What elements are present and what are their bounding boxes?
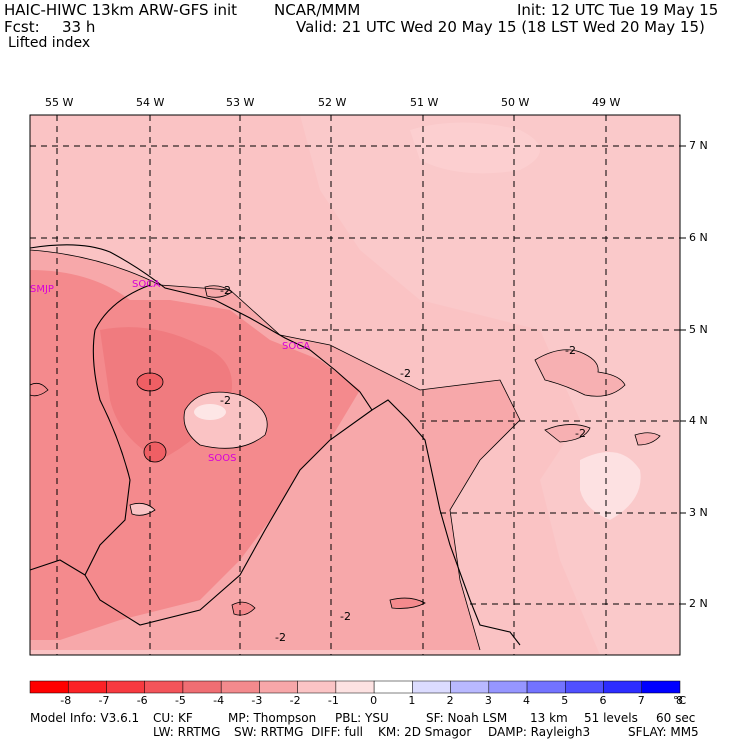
colorbar-tick-label: 4: [523, 694, 531, 707]
footer-mp: MP: Thompson: [228, 711, 317, 725]
footer-resolution: 13 km: [530, 711, 568, 725]
footer-km: KM: 2D Smagor: [378, 725, 472, 739]
colorbar-tick-label: 5: [561, 694, 569, 707]
model-title: HAIC-HIWC 13km ARW-GFS init: [4, 1, 238, 19]
forecast-hour: 33 h: [62, 18, 96, 36]
footer-damp: DAMP: Rayleigh3: [488, 725, 591, 739]
colorbar-swatch: [373, 680, 413, 694]
contour-label: -2: [275, 631, 286, 644]
station-label-soca-1: SOCA: [132, 279, 160, 290]
station-label-smjp: SMJP: [30, 284, 54, 295]
contour-label: -2: [565, 344, 576, 357]
lat-label: 2 N: [689, 597, 708, 610]
footer-lw: LW: RRTMG: [153, 725, 221, 739]
footer-sflay: SFLAY: MM5: [628, 725, 699, 739]
org-label: NCAR/MMM: [274, 1, 361, 19]
contour-label: -2: [575, 427, 586, 440]
colorbar-swatch: [488, 680, 528, 694]
footer-diff: DIFF: full: [311, 725, 364, 739]
map-frame: [29, 114, 681, 656]
colorbar-tick-label: 0: [370, 694, 378, 707]
contour-label: -2: [220, 394, 231, 407]
colorbar-swatch: [450, 680, 490, 694]
footer-timestep: 60 sec: [656, 711, 696, 725]
colorbar-swatch: [220, 680, 260, 694]
colorbar-swatch: [297, 680, 337, 694]
field-name: Lifted index: [8, 35, 91, 51]
colorbar-swatch: [412, 680, 451, 694]
colorbar-tick-label: 6: [599, 694, 607, 707]
colorbar-swatch: [565, 680, 604, 694]
lat-label: 5 N: [689, 323, 708, 336]
colorbar-tick-label: 8: [676, 694, 683, 707]
li-minimum-spot: [143, 441, 167, 463]
lon-label: 51 W: [410, 96, 439, 109]
forecast-label: Fcst:: [4, 18, 40, 36]
colorbar-tick-label: -3: [251, 694, 263, 707]
weak-li-area: [580, 452, 641, 520]
lon-label: 55 W: [45, 96, 74, 109]
footer-cu: CU: KF: [153, 711, 193, 725]
colorbar-tick-label: 3: [484, 694, 492, 707]
lat-label: 3 N: [689, 506, 708, 519]
footer-sw: SW: RRTMG: [234, 725, 304, 739]
contour-label: -2: [340, 610, 351, 623]
colorbar-tick-label: -2: [289, 694, 301, 707]
colorbar-swatch: [67, 680, 107, 694]
valid-time: Valid: 21 UTC Wed 20 May 15 (18 LST Wed …: [296, 18, 705, 36]
contour-label: -2: [220, 284, 231, 297]
footer-pbl: PBL: YSU: [335, 711, 389, 725]
colorbar-swatch: [335, 680, 375, 694]
lon-label: 53 W: [226, 96, 255, 109]
lon-label: 50 W: [501, 96, 530, 109]
footer-model-info: Model Info: V3.6.1: [30, 711, 140, 725]
colorbar-swatch: [603, 680, 643, 694]
colorbar-swatch: [106, 680, 145, 694]
footer-levels: 51 levels: [584, 711, 638, 725]
lon-label: 49 W: [592, 96, 621, 109]
colorbar-tick-label: -7: [98, 694, 110, 707]
colorbar-tick-label: -6: [136, 694, 148, 707]
lat-lon-grid: [30, 115, 680, 655]
station-label-soca-2: SOCA: [282, 341, 310, 352]
colorbar-tick-label: -4: [213, 694, 225, 707]
colorbar-tick-label: -1: [327, 694, 339, 707]
colorbar-swatch: [641, 680, 681, 694]
border-line: [84, 284, 373, 626]
lat-label: 4 N: [689, 414, 708, 427]
colorbar-swatch: [144, 680, 184, 694]
lat-label: 7 N: [689, 139, 708, 152]
colorbar-swatch: [259, 680, 298, 694]
colorbar: [29, 680, 681, 694]
colorbar-tick-label: -8: [60, 694, 72, 707]
colorbar-tick-label: 1: [408, 694, 416, 707]
colorbar-swatch: [526, 680, 566, 694]
lon-label: 52 W: [318, 96, 347, 109]
station-label-soos: SOOS: [208, 453, 236, 464]
colorbar-swatch: [182, 680, 222, 694]
colorbar-tick-label: 7: [637, 694, 645, 707]
colorbar-tick-label: 2: [446, 694, 454, 707]
colorbar-swatch: [29, 680, 69, 694]
coastline: [29, 244, 521, 646]
colorbar-tick-label: -5: [174, 694, 186, 707]
footer-sf: SF: Noah LSM: [426, 711, 508, 725]
colorbar-unit: °C: [673, 694, 687, 707]
init-time: Init: 12 UTC Tue 19 May 15: [517, 1, 719, 19]
lon-label: 54 W: [136, 96, 165, 109]
contour-label: -2: [400, 367, 411, 380]
lat-label: 6 N: [689, 231, 708, 244]
